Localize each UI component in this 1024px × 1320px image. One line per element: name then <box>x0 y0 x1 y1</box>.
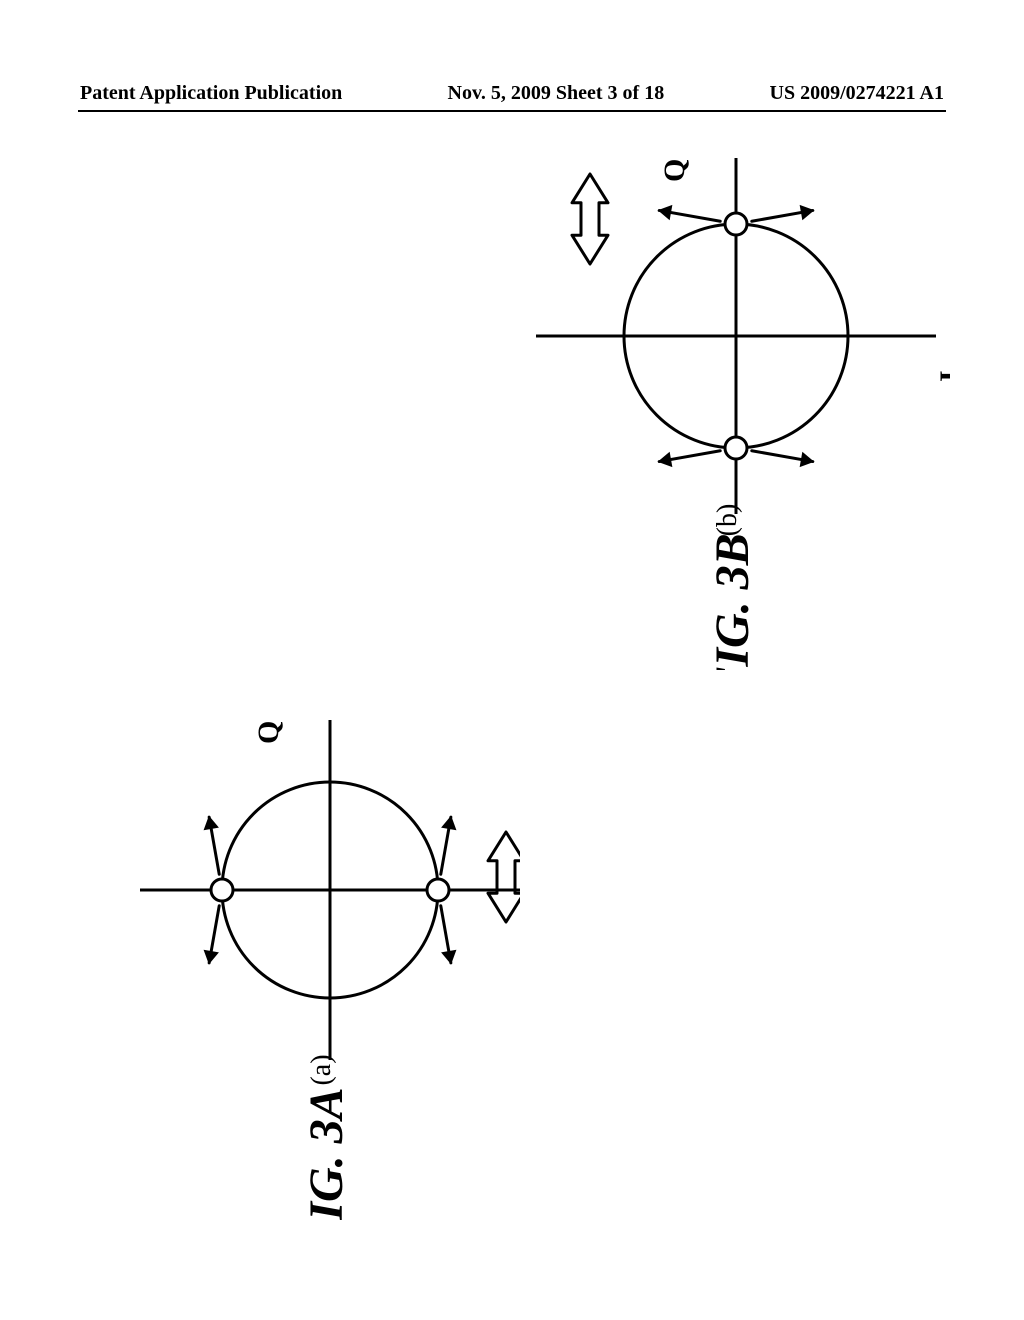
page: Patent Application Publication Nov. 5, 2… <box>0 0 1024 1320</box>
fig-3b-x-label: I <box>934 370 950 382</box>
fig-3b-marker-1 <box>725 437 747 459</box>
page-header: Patent Application Publication Nov. 5, 2… <box>80 82 944 105</box>
figure-3a: I Q (a)FIG. 3A <box>100 700 520 1220</box>
fig-3a-marker-1 <box>211 879 233 901</box>
fig-3b-svg: I Q (b)FIG. 3B <box>510 130 950 670</box>
header-left: Patent Application Publication <box>80 82 342 105</box>
header-right: US 2009/0274221 A1 <box>770 82 944 105</box>
fig-3a-x-label: I <box>518 924 520 936</box>
fig-3b-sub-label: (b) <box>712 504 743 537</box>
fig-3b-y-label: Q <box>658 159 691 182</box>
fig-3a-marker-0 <box>427 879 449 901</box>
figure-3b: I Q (b)FIG. 3B <box>510 130 950 670</box>
fig-3a-y-label: Q <box>252 721 285 744</box>
fig-3b-marker-0 <box>725 213 747 235</box>
fig-3a-sub-label: (a) <box>306 1054 337 1085</box>
fig-3a-svg: I Q (a)FIG. 3A <box>100 700 520 1220</box>
header-center: Nov. 5, 2009 Sheet 3 of 18 <box>448 82 665 105</box>
fig-3b-fig-label: FIG. 3B <box>706 533 759 670</box>
fig-3a-fig-label: FIG. 3A <box>300 1087 353 1220</box>
header-rule <box>78 110 946 112</box>
